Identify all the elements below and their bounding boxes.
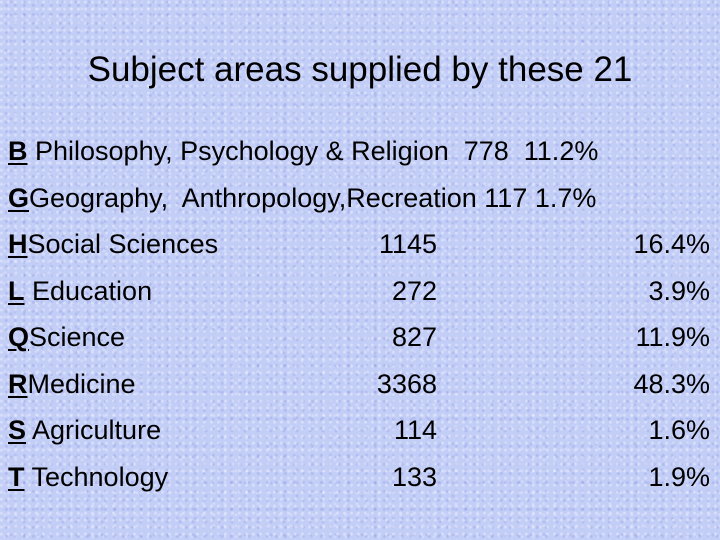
subject-line: B Philosophy, Psychology & Religion 778 …: [8, 128, 598, 175]
subject-count: 1145: [378, 229, 437, 259]
subject-code: T: [8, 461, 25, 492]
subject-label: HSocial Sciences: [8, 221, 218, 268]
subject-name: Technology: [24, 461, 169, 492]
subject-row-t: T Technology 133 1.9%: [8, 454, 714, 501]
subject-row-s: S Agriculture 114 1.6%: [8, 407, 714, 454]
subject-code: H: [8, 229, 28, 259]
subject-label: S Agriculture: [8, 407, 161, 454]
subject-line: GGeography, Anthropology,Recreation 117 …: [8, 175, 596, 222]
subject-label: L Education: [8, 268, 152, 315]
subject-code: R: [8, 368, 28, 399]
subject-row-h: HSocial Sciences 1145 16.4%: [8, 221, 714, 268]
subject-percent: 16.4%: [633, 229, 710, 259]
subject-row-g: GGeography, Anthropology,Recreation 117 …: [8, 175, 714, 222]
subject-list: B Philosophy, Psychology & Religion 778 …: [8, 128, 714, 500]
subject-line-text: Geography, Anthropology,Recreation 117 1…: [29, 182, 597, 213]
subject-percent: 3.9%: [648, 275, 710, 306]
subject-code: S: [8, 415, 27, 445]
subject-percent: 11.9%: [635, 322, 710, 352]
subject-code: B: [8, 136, 28, 166]
subject-name: Science: [29, 322, 126, 352]
subject-percent: 1.9%: [648, 461, 710, 492]
subject-name: Agriculture: [26, 415, 162, 445]
subject-percent: 48.3%: [633, 368, 710, 399]
subject-name: Education: [24, 275, 153, 306]
subject-count: 133: [391, 461, 437, 492]
subject-line-text: Philosophy, Psychology & Religion 778 11…: [27, 136, 599, 166]
subject-row-l: L Education 272 3.9%: [8, 268, 714, 315]
subject-count: 827: [391, 322, 437, 352]
slide-title: Subject areas supplied by these 21: [87, 50, 633, 89]
subject-code: L: [8, 275, 25, 306]
subject-code: Q: [8, 322, 30, 352]
subject-count: 114: [393, 415, 437, 445]
subject-code: G: [8, 182, 30, 213]
subject-row-b: B Philosophy, Psychology & Religion 778 …: [8, 128, 714, 175]
subject-row-q: QScience 827 11.9%: [8, 314, 714, 361]
subject-label: T Technology: [8, 454, 168, 501]
subject-label: RMedicine: [8, 361, 136, 408]
subject-name: Social Sciences: [27, 229, 219, 259]
subject-row-r: RMedicine 3368 48.3%: [8, 361, 714, 408]
subject-name: Medicine: [27, 368, 136, 399]
subject-label: QScience: [8, 314, 125, 361]
subject-count: 3368: [376, 368, 437, 399]
subject-percent: 1.6%: [648, 415, 710, 445]
subject-count: 272: [391, 275, 437, 306]
